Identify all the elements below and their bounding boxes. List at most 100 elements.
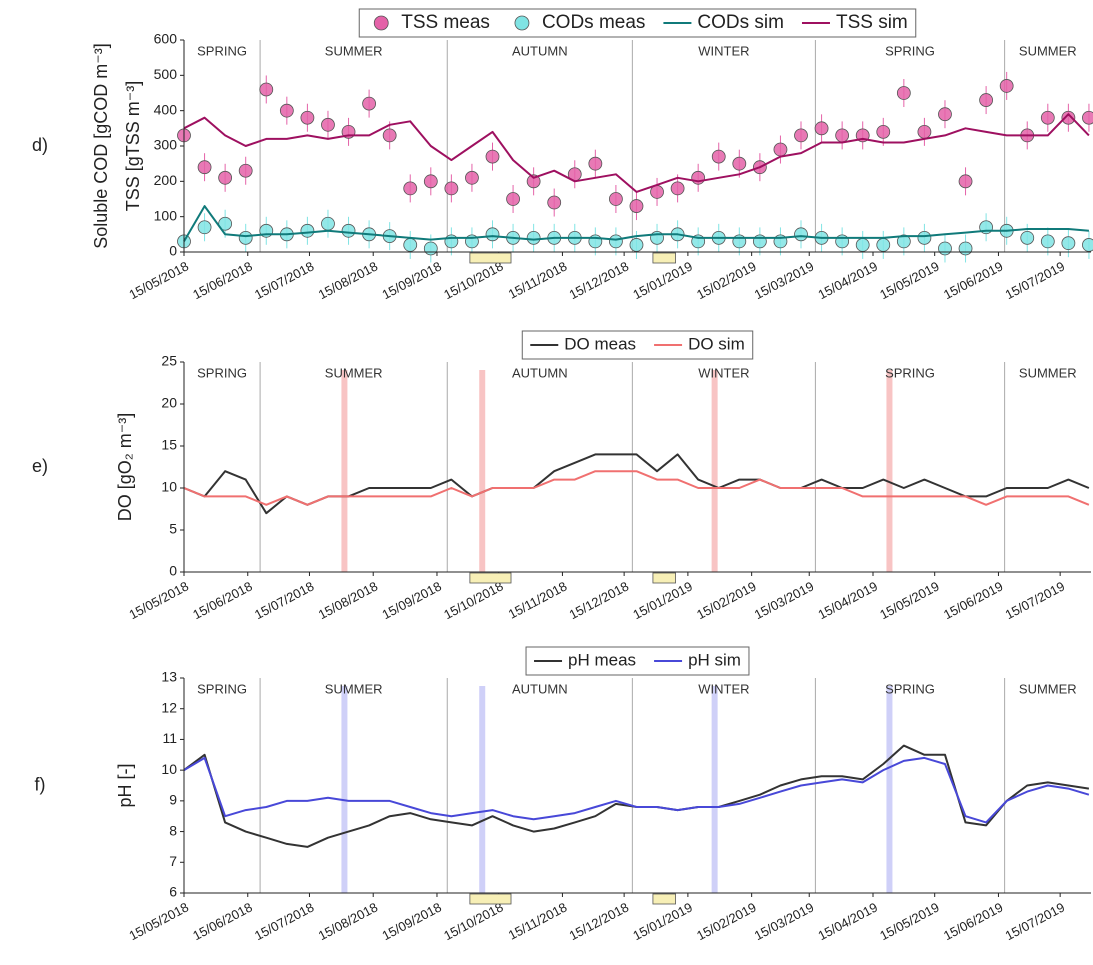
y-tick-label: 300 bbox=[154, 137, 178, 153]
x-tick-label: 15/05/2018 bbox=[127, 578, 192, 622]
y-tick-label: 200 bbox=[154, 172, 178, 188]
legend-label: CODs meas bbox=[542, 12, 645, 33]
y-tick-label: 10 bbox=[161, 479, 177, 495]
x-tick-label: 15/09/2018 bbox=[379, 258, 444, 302]
highlight-period bbox=[469, 893, 512, 905]
data-point bbox=[300, 223, 315, 238]
data-point bbox=[794, 227, 808, 242]
data-point bbox=[197, 160, 212, 175]
season-label: WINTER bbox=[698, 365, 749, 380]
y-axis-title: DO [gO₂ m⁻³] bbox=[115, 413, 135, 522]
x-tick-label: 15/09/2018 bbox=[379, 899, 444, 943]
data-point bbox=[526, 174, 541, 189]
y-tick-label: 25 bbox=[161, 353, 177, 369]
season-label: WINTER bbox=[698, 681, 749, 696]
marker-band bbox=[886, 370, 893, 572]
season-label: SUMMER bbox=[325, 365, 383, 380]
y-tick-label: 15 bbox=[161, 437, 177, 453]
data-point bbox=[423, 241, 438, 256]
data-point bbox=[259, 82, 274, 97]
series-line bbox=[183, 453, 1090, 515]
x-tick-label: 15/01/2019 bbox=[630, 258, 695, 302]
data-point bbox=[917, 124, 932, 139]
panel-label: d) bbox=[32, 135, 48, 155]
x-tick-label: 15/05/2019 bbox=[877, 578, 942, 622]
x-tick-label: 15/11/2018 bbox=[506, 578, 570, 621]
data-point bbox=[855, 238, 870, 252]
x-tick-label: 15/02/2019 bbox=[694, 899, 759, 943]
panel-label: e) bbox=[32, 456, 48, 476]
season-label: AUTUMN bbox=[512, 365, 568, 380]
y-tick-label: 12 bbox=[161, 699, 177, 715]
data-point bbox=[403, 181, 418, 196]
y-tick-label: 20 bbox=[161, 395, 177, 411]
data-point bbox=[938, 107, 952, 122]
x-tick-label: 15/05/2019 bbox=[877, 899, 942, 943]
x-tick-label: 15/09/2018 bbox=[379, 578, 444, 622]
data-point bbox=[485, 227, 500, 242]
y-tick-label: 0 bbox=[169, 563, 177, 579]
x-tick-label: 15/10/2018 bbox=[441, 258, 506, 302]
legend-label: TSS meas bbox=[401, 12, 490, 33]
y-tick-label: 13 bbox=[161, 669, 177, 685]
data-point bbox=[1020, 230, 1035, 245]
data-point bbox=[1061, 236, 1076, 251]
legend-box bbox=[525, 646, 750, 676]
x-tick-label: 15/10/2018 bbox=[441, 578, 506, 622]
legend-label: DO sim bbox=[688, 334, 745, 353]
y-tick-label: 6 bbox=[169, 884, 177, 900]
panel-label: f) bbox=[35, 774, 46, 794]
data-point bbox=[526, 230, 541, 245]
season-label: SPRING bbox=[197, 43, 247, 58]
marker-band bbox=[341, 686, 348, 893]
x-tick-label: 15/08/2018 bbox=[316, 899, 381, 943]
data-point bbox=[465, 170, 479, 185]
y-tick-label: 9 bbox=[169, 792, 177, 808]
legend-symbol bbox=[514, 15, 530, 31]
highlight-period bbox=[652, 893, 676, 905]
marker-band bbox=[711, 686, 718, 893]
season-label: SPRING bbox=[885, 365, 935, 380]
marker-band bbox=[886, 686, 893, 893]
x-tick-label: 15/12/2018 bbox=[567, 578, 632, 622]
data-point bbox=[752, 234, 767, 249]
data-point bbox=[876, 238, 891, 252]
x-tick-label: 15/12/2018 bbox=[567, 258, 632, 302]
data-point bbox=[896, 234, 911, 249]
y-tick-label: 600 bbox=[154, 31, 178, 47]
data-point bbox=[999, 79, 1014, 93]
series-line bbox=[183, 113, 1090, 193]
data-point bbox=[485, 149, 500, 164]
data-point bbox=[218, 170, 233, 185]
x-tick-label: 15/12/2018 bbox=[567, 899, 632, 943]
y-axis-title: pH [-] bbox=[115, 763, 135, 807]
data-point bbox=[896, 86, 911, 100]
season-label: SPRING bbox=[197, 365, 247, 380]
season-label: SUMMER bbox=[1019, 681, 1077, 696]
x-tick-label: 15/01/2019 bbox=[630, 578, 695, 622]
data-point bbox=[629, 199, 644, 213]
x-tick-label: 15/06/2018 bbox=[190, 899, 255, 943]
data-point bbox=[670, 181, 685, 196]
data-point bbox=[362, 96, 377, 111]
y-axis-title: Soluble COD [gCOD m⁻³] bbox=[91, 43, 111, 249]
series-line bbox=[183, 756, 1090, 824]
data-point bbox=[876, 124, 891, 139]
x-tick-label: 15/07/2018 bbox=[252, 578, 317, 622]
legend-label: pH meas bbox=[568, 650, 636, 669]
y-tick-label: 10 bbox=[161, 761, 177, 777]
x-tick-label: 15/02/2019 bbox=[694, 258, 759, 302]
season-label: SUMMER bbox=[325, 681, 383, 696]
season-label: SUMMER bbox=[1019, 365, 1077, 380]
data-point bbox=[938, 241, 952, 256]
x-tick-label: 15/03/2019 bbox=[752, 578, 817, 622]
marker-band bbox=[479, 370, 486, 572]
data-point bbox=[547, 195, 562, 210]
x-tick-label: 15/05/2018 bbox=[127, 899, 192, 943]
data-point bbox=[814, 121, 829, 136]
marker-band bbox=[341, 370, 348, 572]
x-tick-label: 15/08/2018 bbox=[316, 578, 381, 622]
season-label: SUMMER bbox=[325, 43, 383, 58]
legend-label: TSS sim bbox=[836, 12, 908, 33]
x-tick-label: 15/07/2018 bbox=[252, 899, 317, 943]
